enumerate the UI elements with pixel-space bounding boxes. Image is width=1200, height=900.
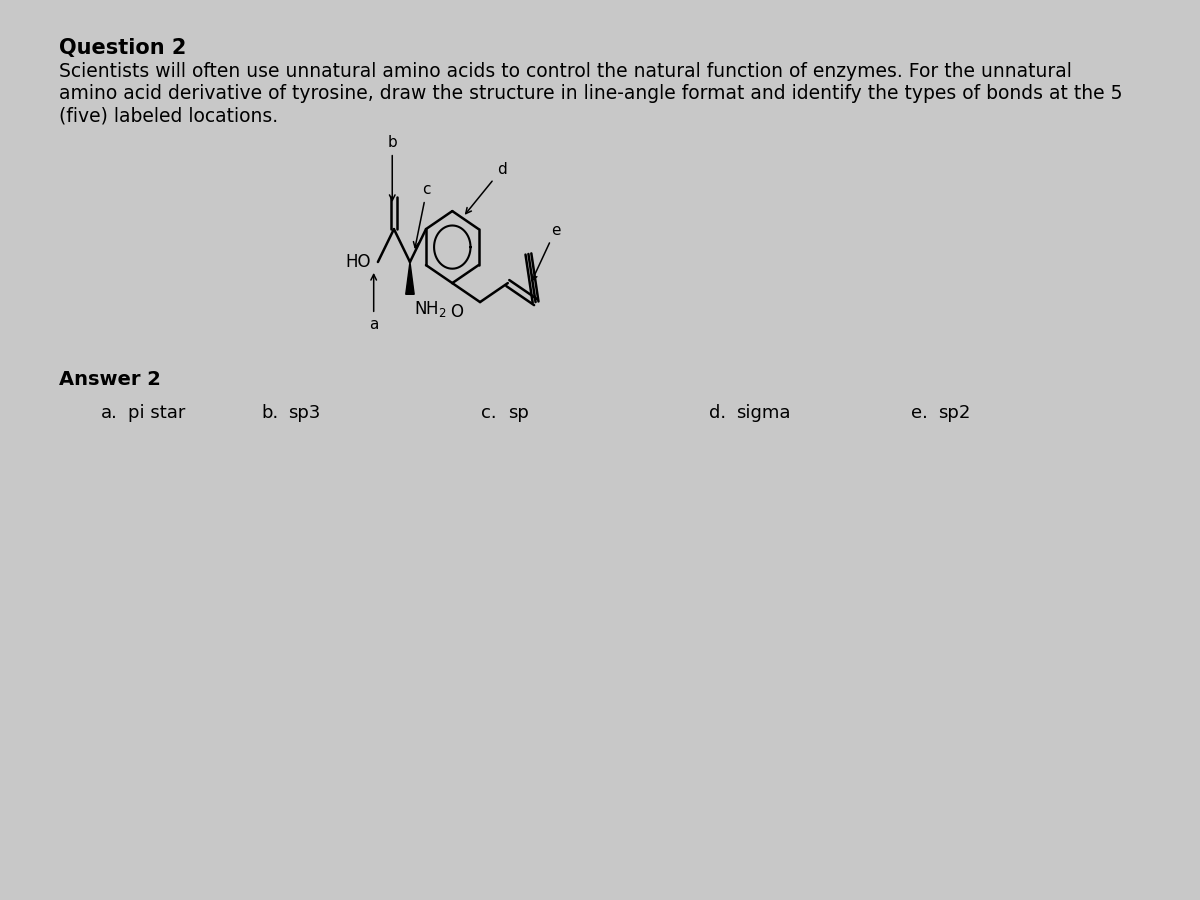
Text: sp: sp [508,404,529,422]
Text: Question 2: Question 2 [59,38,186,58]
Text: e: e [532,222,560,281]
Polygon shape [406,262,414,294]
Text: sigma: sigma [736,404,790,422]
Text: O: O [450,303,463,321]
Text: amino acid derivative of tyrosine, draw the structure in line-angle format and i: amino acid derivative of tyrosine, draw … [59,84,1122,103]
Text: sp3: sp3 [288,404,320,422]
Text: pi star: pi star [128,404,186,422]
Text: a: a [370,274,378,332]
Text: NH$_2$: NH$_2$ [414,300,446,319]
Text: (five) labeled locations.: (five) labeled locations. [59,106,278,125]
Text: d: d [466,162,506,213]
Text: sp2: sp2 [938,404,971,422]
Text: b.: b. [262,404,278,422]
Text: b: b [388,135,397,201]
Text: d.: d. [708,404,726,422]
Text: HO: HO [346,253,371,271]
Text: c.: c. [481,404,497,422]
Text: e.: e. [911,404,928,422]
Text: c: c [414,182,431,248]
Text: Scientists will often use unnatural amino acids to control the natural function : Scientists will often use unnatural amin… [59,62,1072,81]
Text: Answer 2: Answer 2 [59,370,161,389]
Text: a.: a. [101,404,118,422]
